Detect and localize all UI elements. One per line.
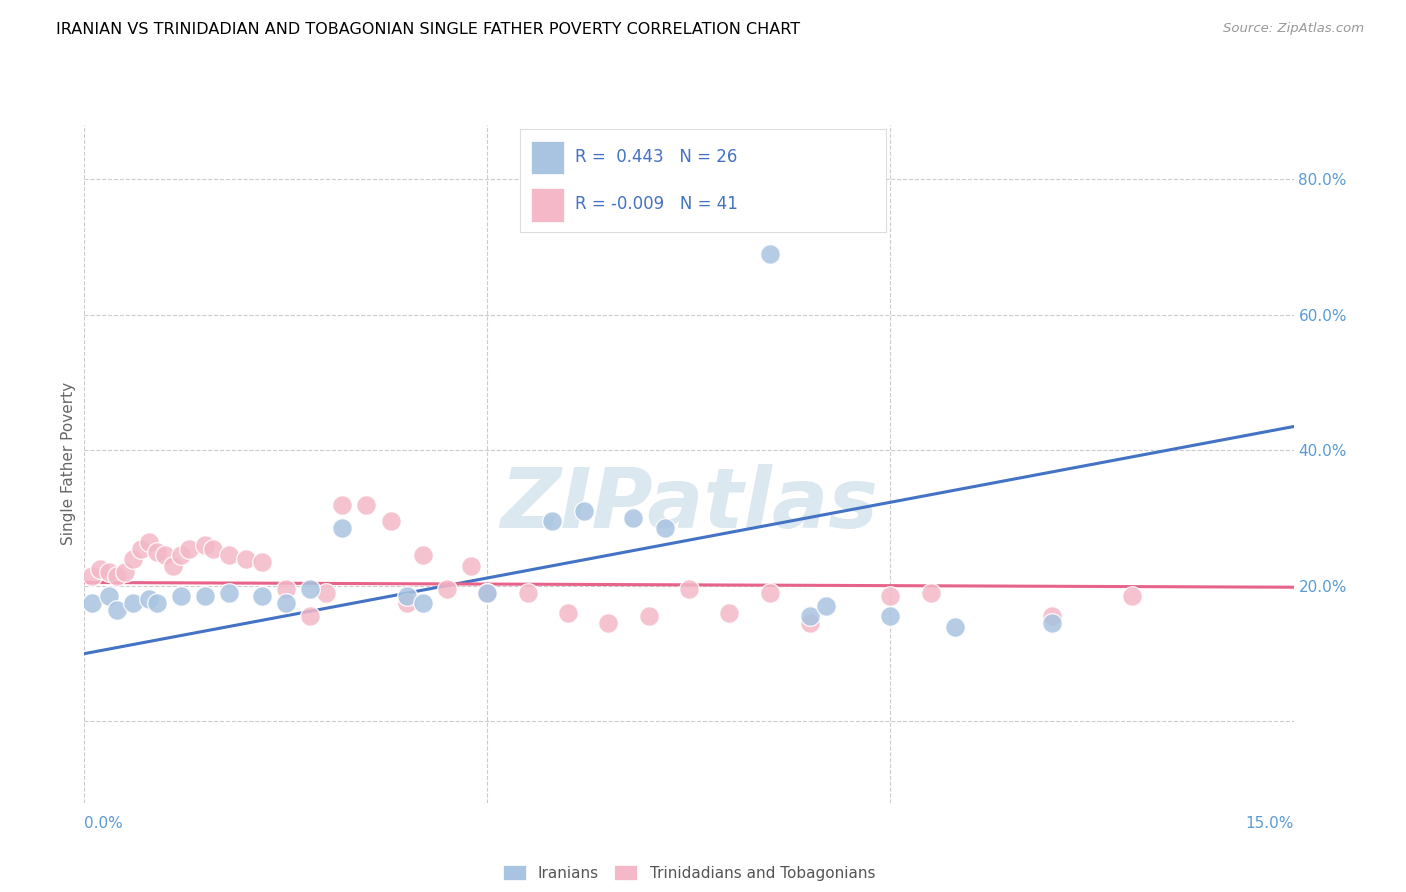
Point xyxy=(82,568,104,582)
Point xyxy=(799,609,821,624)
Point xyxy=(1121,589,1143,603)
Point xyxy=(114,566,136,580)
Point xyxy=(121,596,143,610)
Point xyxy=(138,592,160,607)
Point xyxy=(274,582,297,597)
Y-axis label: Single Father Poverty: Single Father Poverty xyxy=(60,383,76,545)
Text: 0.0%: 0.0% xyxy=(84,816,124,831)
Point xyxy=(121,551,143,566)
Text: R =  0.443   N = 26: R = 0.443 N = 26 xyxy=(575,148,737,166)
Point xyxy=(557,606,579,620)
Point xyxy=(799,616,821,631)
Point xyxy=(1040,609,1063,624)
Point xyxy=(162,558,184,573)
Point xyxy=(654,521,676,535)
Point xyxy=(330,521,353,535)
Point xyxy=(598,616,620,631)
Point xyxy=(477,585,499,599)
Point xyxy=(179,541,201,556)
Point xyxy=(637,609,659,624)
FancyBboxPatch shape xyxy=(531,141,564,175)
Point xyxy=(621,511,644,525)
Point xyxy=(814,599,837,614)
Point xyxy=(250,589,273,603)
Point xyxy=(97,566,120,580)
Point xyxy=(218,585,240,599)
Point xyxy=(412,596,434,610)
Point xyxy=(920,585,942,599)
Text: 15.0%: 15.0% xyxy=(1246,816,1294,831)
Point xyxy=(202,541,225,556)
Point xyxy=(129,541,152,556)
Point xyxy=(105,602,128,616)
Point xyxy=(153,549,176,563)
Point xyxy=(194,589,217,603)
Point xyxy=(330,498,353,512)
Point xyxy=(412,549,434,563)
Text: ZIPatlas: ZIPatlas xyxy=(501,464,877,545)
Point xyxy=(250,555,273,569)
Point xyxy=(299,609,322,624)
Point xyxy=(718,606,741,620)
Text: Source: ZipAtlas.com: Source: ZipAtlas.com xyxy=(1223,22,1364,36)
Point xyxy=(1040,616,1063,631)
Point xyxy=(678,582,700,597)
Legend: Iranians, Trinidadians and Tobagonians: Iranians, Trinidadians and Tobagonians xyxy=(496,858,882,887)
Point xyxy=(105,568,128,582)
Text: IRANIAN VS TRINIDADIAN AND TOBAGONIAN SINGLE FATHER POVERTY CORRELATION CHART: IRANIAN VS TRINIDADIAN AND TOBAGONIAN SI… xyxy=(56,22,800,37)
Point xyxy=(460,558,482,573)
Point xyxy=(356,498,378,512)
Point xyxy=(380,515,402,529)
Point xyxy=(315,585,337,599)
Point xyxy=(516,585,538,599)
Point xyxy=(436,582,458,597)
FancyBboxPatch shape xyxy=(531,188,564,221)
Point xyxy=(146,596,169,610)
Point xyxy=(879,589,901,603)
Text: R = -0.009   N = 41: R = -0.009 N = 41 xyxy=(575,195,738,213)
Point xyxy=(138,534,160,549)
Point xyxy=(170,549,193,563)
Point xyxy=(758,246,780,260)
Point xyxy=(943,619,966,633)
Point xyxy=(477,585,499,599)
Point xyxy=(299,582,322,597)
Point xyxy=(194,538,217,552)
Point xyxy=(879,609,901,624)
Point xyxy=(541,515,564,529)
Point xyxy=(97,589,120,603)
Point xyxy=(146,545,169,559)
Point xyxy=(170,589,193,603)
Point xyxy=(89,562,111,576)
Point xyxy=(274,596,297,610)
Point xyxy=(395,589,418,603)
Point xyxy=(235,551,257,566)
Point xyxy=(82,596,104,610)
Point xyxy=(758,585,780,599)
Point xyxy=(572,504,595,518)
Point xyxy=(218,549,240,563)
Point xyxy=(395,596,418,610)
